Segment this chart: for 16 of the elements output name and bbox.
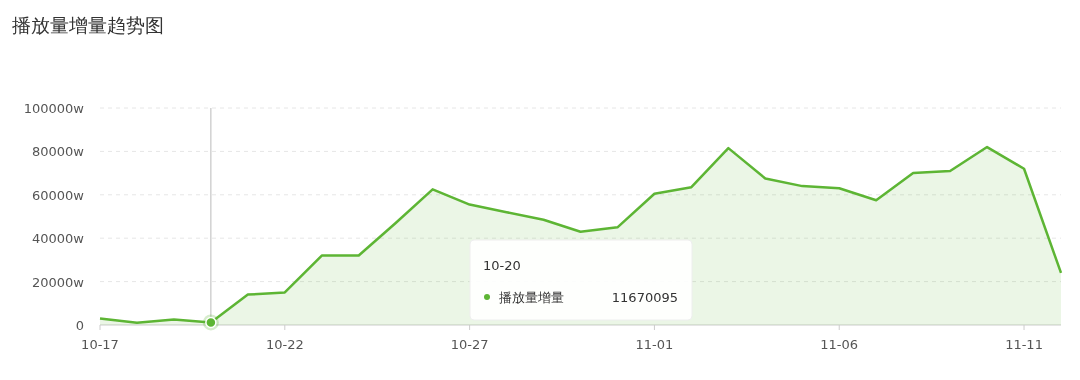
y-tick-label: 80000w xyxy=(32,144,85,160)
y-tick-label: 40000w xyxy=(32,231,85,247)
x-tick-label: 11-11 xyxy=(1005,337,1043,352)
x-tick-label: 11-01 xyxy=(635,337,674,352)
x-tick-label: 10-27 xyxy=(450,337,489,352)
annotation: 11670095 xyxy=(611,290,678,305)
chart-title: 播放量增量趋势图 xyxy=(12,14,164,36)
x-tick-label: 10-17 xyxy=(81,337,119,352)
x-tick-label: 11-06 xyxy=(820,337,859,352)
y-tick-label: 0 xyxy=(75,318,84,333)
annotation: 10-20 xyxy=(483,258,521,273)
legend-label: 播放量增量 xyxy=(499,290,564,305)
y-tick-label: 60000w xyxy=(32,187,85,203)
y-tick-label: 20000w xyxy=(32,274,85,290)
x-tick-label: 10-22 xyxy=(265,337,304,352)
y-tick-label: 100000w xyxy=(23,101,85,116)
